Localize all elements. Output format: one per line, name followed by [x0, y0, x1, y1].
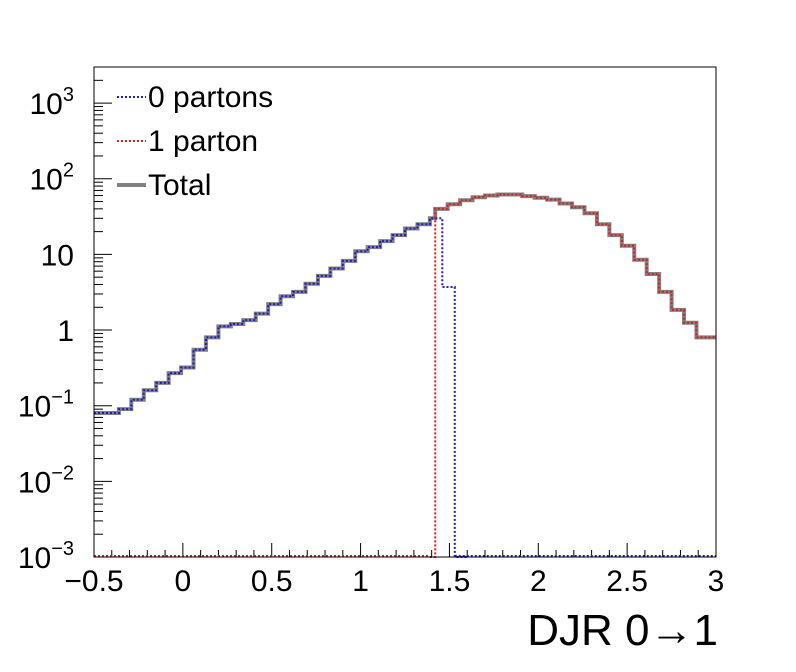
series-line-1-parton	[429, 193, 716, 558]
series-line-total	[94, 192, 716, 416]
x-tick-label: 2.5	[606, 565, 648, 598]
y-tick-labels: 10−3 10−2 10−1 1 10 102 103	[18, 84, 74, 575]
plot-frame	[93, 66, 717, 558]
x-tick-label: −0.5	[64, 565, 123, 598]
x-tick-label: 0	[175, 565, 192, 598]
x-tick-label: 0.5	[251, 565, 293, 598]
y-tick-label: 10−3	[18, 538, 74, 575]
x-tick-label: 2	[530, 565, 547, 598]
y-tick-label: 10−1	[18, 387, 74, 424]
x-tick-label: 1	[352, 565, 369, 598]
y-tick-label: 102	[30, 160, 75, 197]
x-tick-label: 3	[708, 565, 725, 598]
x-axis-title: DJR 0→1	[527, 606, 718, 655]
x-tick-labels: −0.5 0 0.5 1 1.5 2 2.5 3	[64, 565, 724, 598]
y-tick-label: 10−2	[18, 462, 74, 499]
x-tick-label: 1.5	[429, 565, 471, 598]
legend-label-1-parton: 1 parton	[148, 125, 258, 158]
legend: 0 partons 1 parton Total	[117, 81, 273, 202]
y-tick-label: 103	[30, 84, 75, 121]
legend-label-total: Total	[148, 169, 211, 202]
y-tick-label: 10	[41, 239, 74, 272]
y-tick-label: 1	[57, 315, 74, 348]
series-line-0-partons	[94, 217, 468, 558]
legend-label-0-partons: 0 partons	[148, 81, 273, 114]
series-lines	[94, 192, 716, 558]
